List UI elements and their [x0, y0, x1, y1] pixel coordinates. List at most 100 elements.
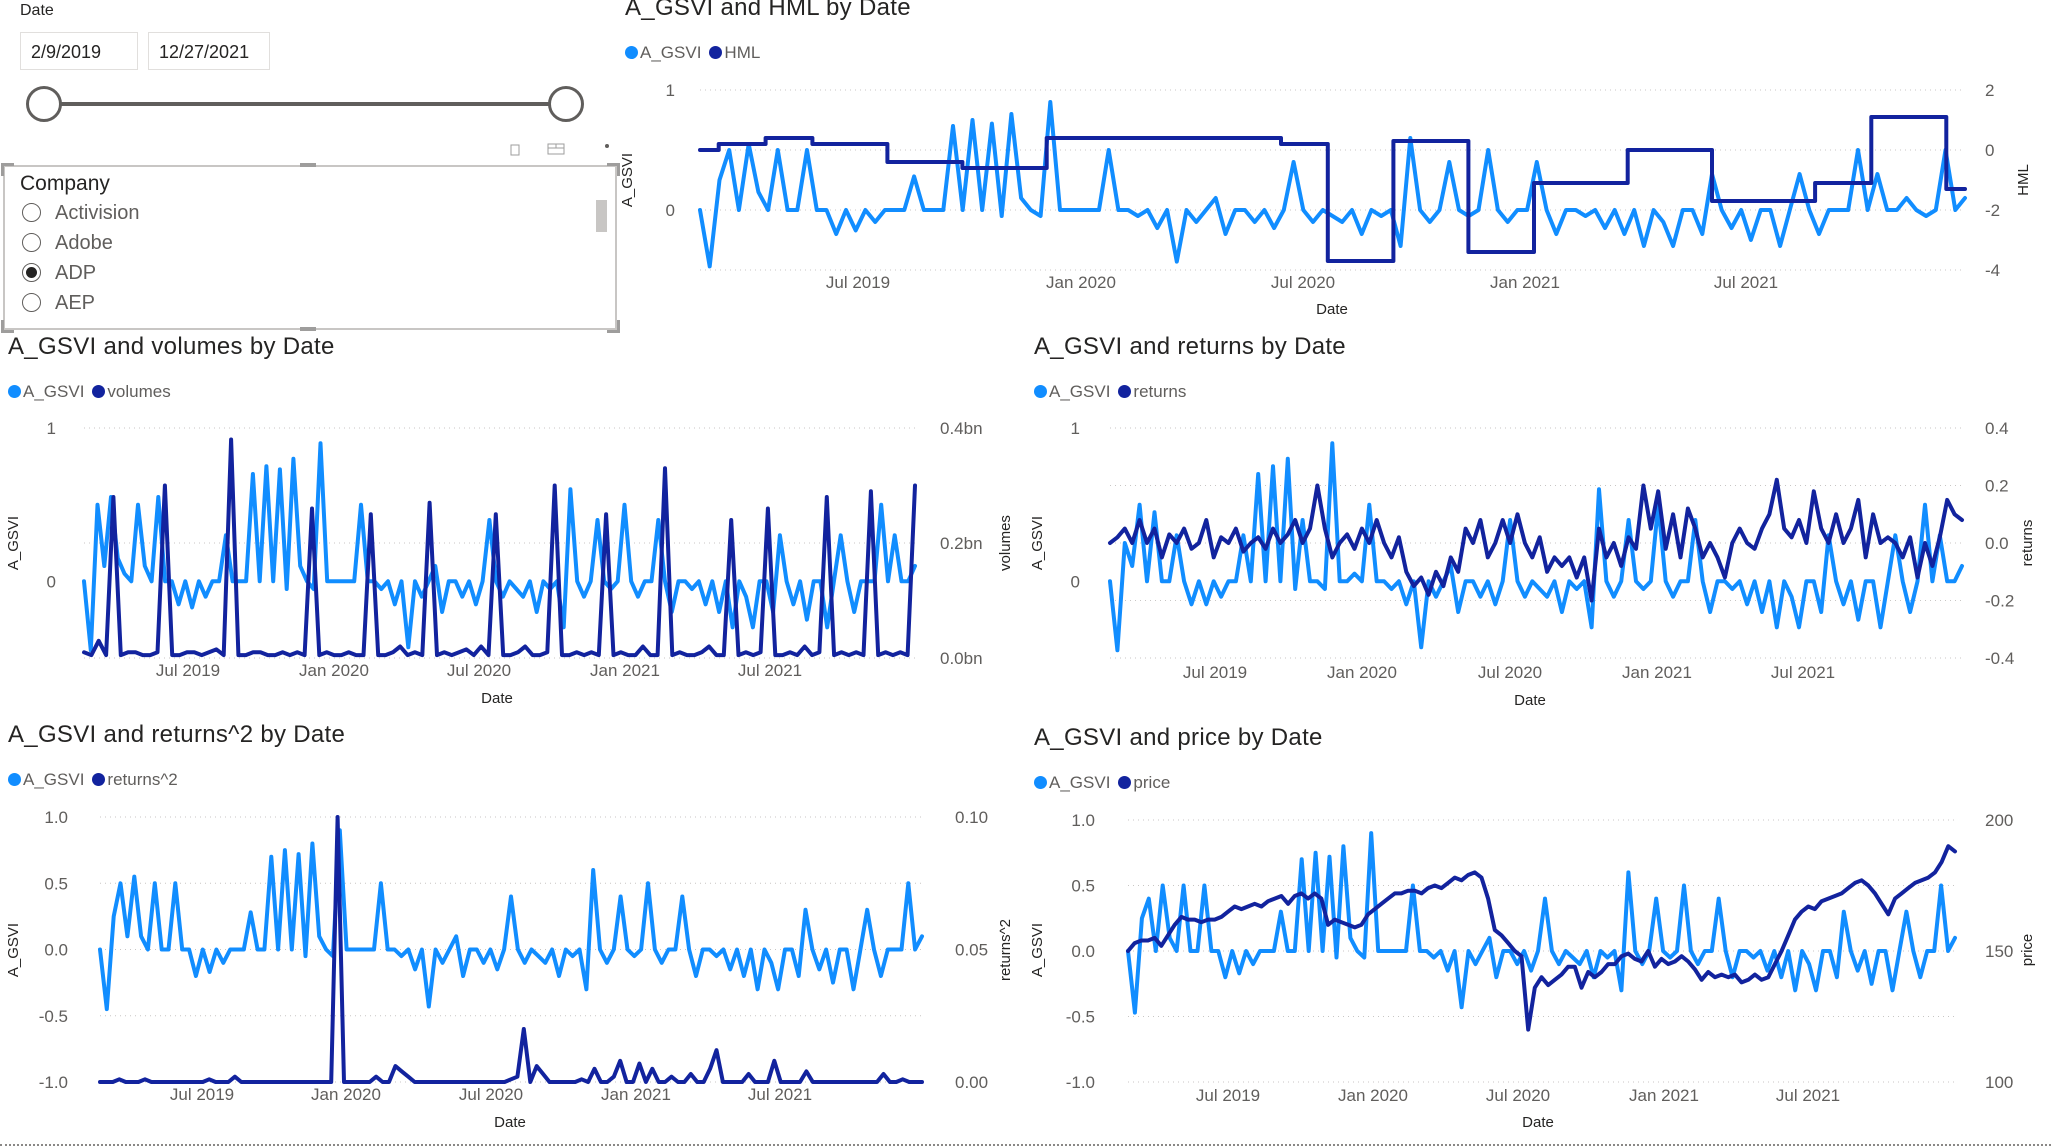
- right-tick-label: 0.2bn: [940, 534, 983, 553]
- left-tick-label: 1: [666, 81, 675, 100]
- legend-item-hml-1[interactable]: HML: [709, 43, 760, 62]
- company-item-adp[interactable]: ADP: [55, 262, 97, 284]
- right-tick-label: 0.00: [955, 1073, 988, 1092]
- legend-item-returns2-0[interactable]: A_GSVI: [8, 770, 84, 789]
- legend-label: returns: [1133, 382, 1187, 401]
- radio-activision[interactable]: [22, 203, 41, 222]
- left-tick-label: -1.0: [1066, 1073, 1095, 1092]
- right-axis-title: price: [2019, 934, 2036, 967]
- x-tick-label: Jul 2019: [170, 1085, 234, 1104]
- chart-title-price: A_GSVI and price by Date: [1034, 724, 1323, 751]
- x-tick-label: Jul 2019: [1183, 663, 1247, 682]
- chart-returns: 1 0 0.4 0.2 0.0 -0.2 -0.4 Jul 2019 Jan 2020 Jul 2…: [1029, 419, 2036, 709]
- x-tick-label: Jan 2020: [311, 1085, 381, 1104]
- x-tick-label: Jul 2020: [1486, 1086, 1550, 1105]
- right-tick-label: -0.4: [1985, 649, 2014, 668]
- date-slicer-header: Date: [20, 2, 54, 19]
- legend-item-volumes-0[interactable]: A_GSVI: [8, 382, 84, 401]
- series-line-returns-2[interactable]: [98, 815, 924, 1084]
- chart-returns2: 1.0 0.5 0.0 -0.5 -1.0 0.10 0.05 0.00 Jul 2019 Jan…: [5, 808, 1014, 1131]
- chart-title-returns: A_GSVI and returns by Date: [1034, 333, 1346, 360]
- resize-handle-top[interactable]: [300, 163, 316, 167]
- legend-item-price-0[interactable]: A_GSVI: [1034, 773, 1110, 792]
- legend-item-hml-0[interactable]: A_GSVI: [625, 43, 701, 62]
- right-tick-label: 0.0: [1985, 534, 2009, 553]
- resize-handle-bottom[interactable]: [300, 327, 316, 331]
- series-line-a_gsvi[interactable]: [698, 100, 1967, 269]
- company-item-adobe[interactable]: Adobe: [55, 232, 113, 254]
- legend-label: A_GSVI: [640, 43, 702, 62]
- company-item-activision[interactable]: Activision: [55, 202, 140, 224]
- left-tick-label: 0.5: [44, 874, 68, 893]
- x-tick-label: Jul 2020: [1478, 663, 1542, 682]
- end-date-input[interactable]: 12/27/2021: [148, 32, 270, 70]
- more-options-icon[interactable]: [604, 143, 610, 149]
- company-item-aep[interactable]: AEP: [55, 292, 96, 314]
- x-tick-label: Jul 2021: [748, 1085, 812, 1104]
- right-tick-label: 0.0bn: [940, 649, 983, 668]
- radio-adp[interactable]: [22, 263, 41, 282]
- legend-dot-icon: [1118, 776, 1132, 789]
- focus-mode-icon[interactable]: [547, 143, 565, 155]
- filter-icon[interactable]: [510, 144, 520, 156]
- x-tick-label: Jan 2021: [601, 1085, 671, 1104]
- radio-adobe[interactable]: [22, 233, 41, 252]
- start-date-slider-handle[interactable]: [26, 86, 62, 122]
- x-tick-label: Jul 2020: [1271, 273, 1335, 292]
- left-tick-label: 1.0: [44, 808, 68, 827]
- x-tick-label: Jul 2021: [1771, 663, 1835, 682]
- right-tick-label: -0.2: [1985, 592, 2014, 611]
- end-date-slider-handle[interactable]: [548, 86, 584, 122]
- company-list-scrollbar[interactable]: [596, 200, 607, 232]
- x-tick-label: Jan 2020: [1046, 273, 1116, 292]
- legend-item-returns-1[interactable]: returns: [1118, 382, 1186, 401]
- legend-item-returns2-1[interactable]: returns^2: [92, 770, 178, 789]
- left-tick-label: 1.0: [1071, 811, 1095, 830]
- legend-item-returns-0[interactable]: A_GSVI: [1034, 382, 1110, 401]
- legend-item-price-1[interactable]: price: [1118, 773, 1170, 792]
- series-line-volumes[interactable]: [82, 437, 917, 658]
- legend-item-volumes-1[interactable]: volumes: [92, 382, 171, 401]
- company-slicer-title: Company: [20, 172, 110, 195]
- right-tick-label: 0.05: [955, 941, 988, 960]
- chart-hml: 1 0 2 0 -2 -4 Jul 2019 Jan 2020 Jul 2020 Jan 2021…: [619, 81, 2032, 318]
- left-axis-title: A_GSVI: [5, 516, 22, 570]
- left-tick-label: 0: [1071, 572, 1080, 591]
- series-line-a_gsvi[interactable]: [98, 828, 924, 1012]
- legend-dot-icon: [1034, 385, 1047, 398]
- left-axis-title: A_GSVI: [1029, 923, 1046, 977]
- legend-dot-icon: [625, 46, 638, 59]
- start-date-input[interactable]: 2/9/2019: [20, 32, 138, 70]
- left-tick-label: 0.0: [1071, 942, 1095, 961]
- series-line-price[interactable]: [1126, 844, 1957, 1032]
- right-tick-label: -2: [1985, 201, 2000, 220]
- series-line-returns[interactable]: [1108, 477, 1964, 603]
- series-line-a_gsvi[interactable]: [1108, 441, 1964, 653]
- chart-legend-returns2: A_GSVI returns^2: [8, 770, 186, 790]
- left-axis-title: A_GSVI: [5, 923, 22, 977]
- series-line-hml[interactable]: [698, 115, 1967, 263]
- x-tick-label: Jul 2021: [1714, 273, 1778, 292]
- resize-corner-bottom-left[interactable]: [1, 320, 14, 333]
- x-tick-label: Jan 2020: [1327, 663, 1397, 682]
- x-tick-label: Jul 2020: [459, 1085, 523, 1104]
- legend-label: returns^2: [107, 770, 178, 789]
- series-line-a_gsvi[interactable]: [1126, 831, 1957, 1015]
- x-tick-label: Jul 2019: [156, 661, 220, 680]
- chart-legend-returns: A_GSVI returns: [1034, 382, 1194, 402]
- legend-dot-icon: [709, 46, 723, 59]
- x-axis-title: Date: [1522, 1114, 1554, 1131]
- left-tick-label: 0.0: [44, 941, 68, 960]
- right-axis-title: returns^2: [997, 919, 1014, 981]
- x-tick-label: Jan 2021: [590, 661, 660, 680]
- right-tick-label: 100: [1985, 1073, 2013, 1092]
- radio-aep[interactable]: [22, 293, 41, 312]
- x-axis-title: Date: [1316, 301, 1348, 318]
- legend-dot-icon: [92, 385, 106, 398]
- resize-corner-bottom-right[interactable]: [607, 320, 620, 333]
- resize-corner-top-left[interactable]: [1, 163, 14, 176]
- resize-corner-top-right[interactable]: [607, 163, 620, 176]
- chart-title-volumes: A_GSVI and volumes by Date: [8, 333, 335, 360]
- left-tick-label: -0.5: [1066, 1008, 1095, 1027]
